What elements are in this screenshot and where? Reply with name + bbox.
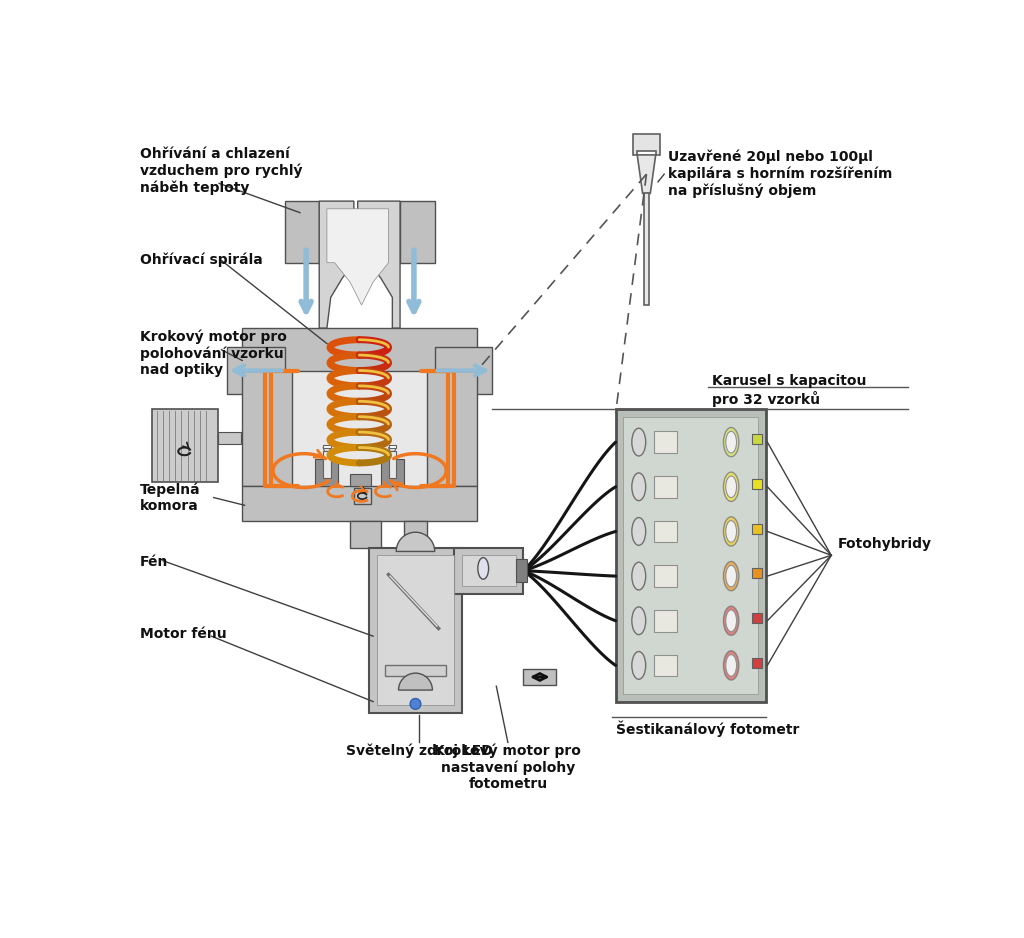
- Ellipse shape: [726, 655, 736, 676]
- Ellipse shape: [632, 607, 646, 635]
- Polygon shape: [633, 134, 660, 155]
- Polygon shape: [323, 446, 331, 448]
- Ellipse shape: [726, 566, 736, 587]
- Polygon shape: [752, 479, 762, 489]
- Ellipse shape: [632, 429, 646, 456]
- Polygon shape: [615, 409, 766, 702]
- Polygon shape: [226, 347, 285, 394]
- Ellipse shape: [632, 473, 646, 501]
- Polygon shape: [523, 669, 556, 686]
- Text: Uzavřené 20μl nebo 100μl
kapilára s horním rozšířením
na příslušný objem: Uzavřené 20μl nebo 100μl kapilára s horn…: [668, 149, 892, 198]
- Polygon shape: [350, 521, 381, 548]
- Ellipse shape: [726, 431, 736, 453]
- Polygon shape: [243, 328, 477, 371]
- Polygon shape: [752, 523, 762, 534]
- Ellipse shape: [726, 610, 736, 631]
- Polygon shape: [654, 610, 677, 631]
- Text: Ohřívací spirála: Ohřívací spirála: [140, 252, 262, 267]
- Text: Fotohybridy: Fotohybridy: [838, 537, 932, 551]
- Polygon shape: [515, 559, 527, 582]
- Wedge shape: [398, 673, 432, 690]
- Polygon shape: [354, 488, 371, 505]
- Ellipse shape: [632, 652, 646, 679]
- Circle shape: [410, 699, 421, 709]
- Polygon shape: [752, 613, 762, 623]
- Polygon shape: [637, 155, 655, 193]
- Ellipse shape: [724, 562, 739, 591]
- Polygon shape: [427, 371, 477, 486]
- Ellipse shape: [478, 557, 488, 579]
- Ellipse shape: [632, 518, 646, 545]
- Polygon shape: [462, 555, 515, 586]
- Text: Světelný zdroj LED: Světelný zdroj LED: [346, 744, 493, 759]
- Polygon shape: [243, 371, 292, 486]
- Polygon shape: [752, 434, 762, 445]
- Polygon shape: [388, 446, 396, 448]
- Text: Krokový motor pro
nastavení polohy
fotometru: Krokový motor pro nastavení polohy fotom…: [434, 744, 582, 792]
- Polygon shape: [357, 201, 400, 328]
- Polygon shape: [403, 521, 427, 550]
- Polygon shape: [217, 432, 241, 444]
- Text: Karusel s kapacitou
pro 32 vzorků: Karusel s kapacitou pro 32 vzorků: [712, 374, 866, 407]
- Polygon shape: [377, 555, 454, 705]
- Polygon shape: [752, 568, 762, 579]
- Polygon shape: [319, 201, 354, 328]
- Ellipse shape: [724, 428, 739, 457]
- Polygon shape: [381, 459, 403, 486]
- Ellipse shape: [726, 521, 736, 542]
- Polygon shape: [323, 447, 331, 451]
- Polygon shape: [327, 209, 388, 305]
- Text: Tepelná
komora: Tepelná komora: [140, 482, 201, 513]
- Polygon shape: [285, 201, 319, 263]
- Polygon shape: [385, 665, 446, 676]
- Ellipse shape: [724, 472, 739, 502]
- Polygon shape: [292, 371, 427, 486]
- Ellipse shape: [724, 606, 739, 635]
- Text: Motor fénu: Motor fénu: [140, 627, 226, 641]
- Polygon shape: [654, 476, 677, 497]
- Polygon shape: [350, 475, 371, 486]
- Polygon shape: [644, 193, 649, 305]
- Polygon shape: [388, 451, 396, 478]
- Wedge shape: [396, 532, 435, 552]
- Polygon shape: [435, 347, 493, 394]
- Text: Ohřívání a chlazení
vzduchem pro rychlý
náběh teploty: Ohřívání a chlazení vzduchem pro rychlý …: [140, 147, 302, 195]
- Polygon shape: [400, 201, 435, 263]
- Text: Fén: Fén: [140, 555, 168, 569]
- Polygon shape: [654, 431, 677, 453]
- Text: Šestikanálový fotometr: Šestikanálový fotometr: [615, 721, 799, 737]
- Polygon shape: [388, 447, 396, 451]
- Polygon shape: [454, 548, 523, 594]
- Polygon shape: [315, 459, 339, 486]
- Polygon shape: [654, 566, 677, 587]
- Polygon shape: [153, 409, 217, 482]
- Polygon shape: [370, 548, 462, 713]
- Polygon shape: [752, 658, 762, 668]
- Ellipse shape: [724, 517, 739, 546]
- Polygon shape: [654, 521, 677, 542]
- Polygon shape: [323, 451, 331, 478]
- Polygon shape: [243, 486, 477, 521]
- Text: Krokový motor pro
polohování vzorku
nad optiky: Krokový motor pro polohování vzorku nad …: [140, 329, 287, 377]
- Ellipse shape: [726, 476, 736, 497]
- Ellipse shape: [724, 651, 739, 680]
- Polygon shape: [654, 655, 677, 676]
- Ellipse shape: [632, 562, 646, 590]
- Polygon shape: [624, 416, 758, 694]
